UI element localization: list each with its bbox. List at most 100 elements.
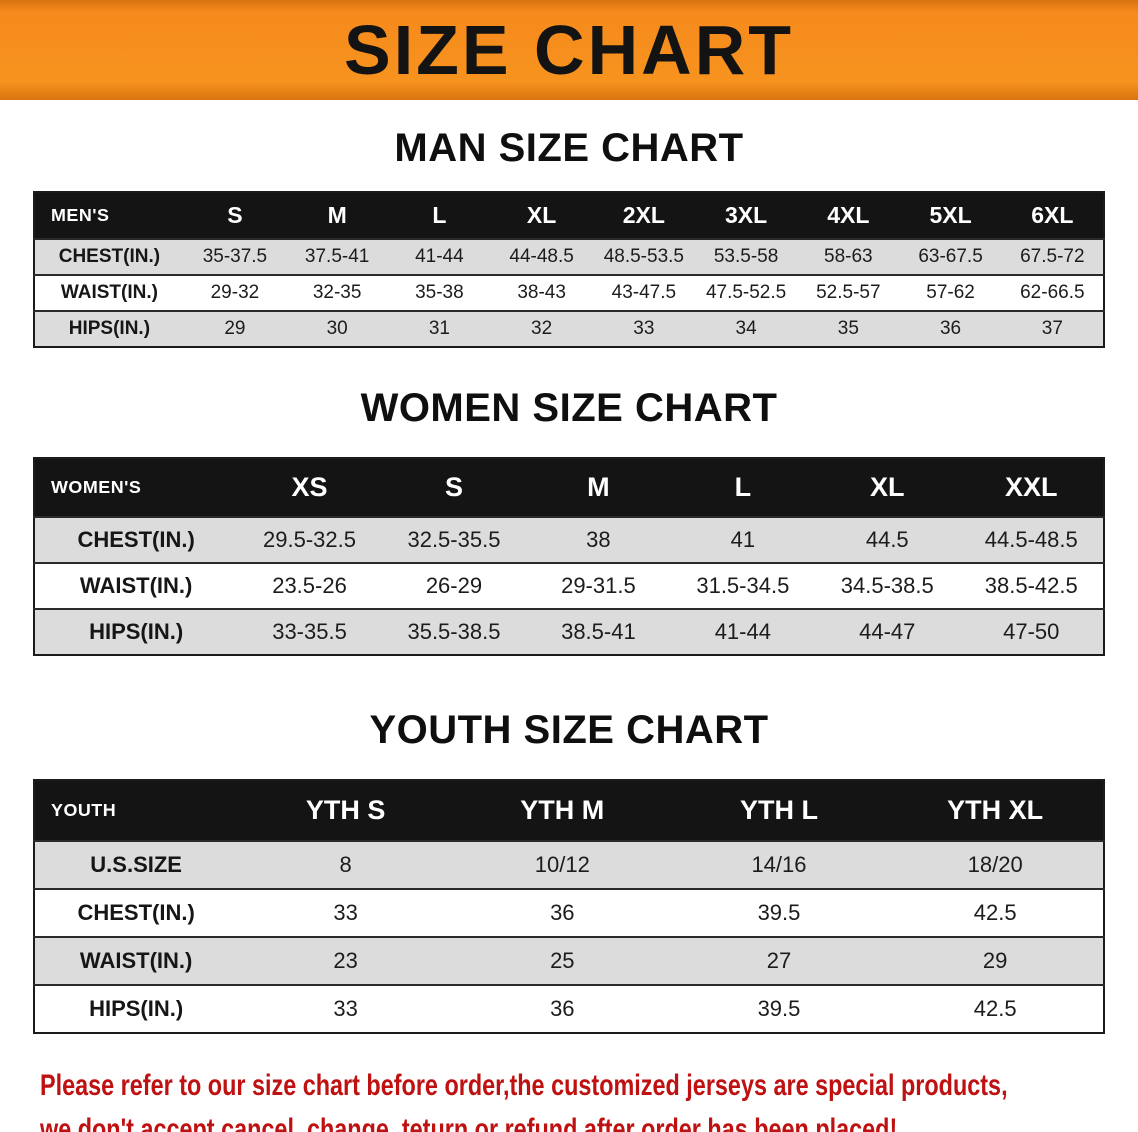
- table-cell: 33: [333, 996, 358, 1021]
- women-size-table: WOMEN'S XS S M L XL XXL CHEST(IN.) 29.5-32.5 32.5…: [33, 457, 1105, 656]
- table-cell: 23.5-26: [272, 573, 347, 598]
- table-cell: 38-43: [517, 282, 566, 303]
- table-cell: 36: [550, 900, 575, 925]
- column-header: YTH L: [670, 780, 888, 841]
- table-cell: 36: [550, 996, 575, 1021]
- table-row: WAIST(IN.) 23 25 27 29: [34, 937, 1104, 985]
- row-label: U.S.SIZE: [90, 852, 182, 877]
- footer-note-line-1: Please refer to our size chart before or…: [40, 1069, 1008, 1102]
- table-cell: 44-48.5: [509, 246, 574, 267]
- table-cell: 44.5: [865, 527, 909, 552]
- table-cell: 32: [531, 318, 553, 339]
- row-label: CHEST(IN.): [77, 527, 195, 552]
- table-cell: 10/12: [534, 852, 590, 877]
- column-header: M: [526, 458, 671, 517]
- table-header-row: MEN'S S M L XL 2XL 3XL 4XL 5XL 6XL: [34, 192, 1104, 239]
- table-cell: 38.5-42.5: [984, 573, 1078, 598]
- table-cell: 35.5-38.5: [407, 619, 501, 644]
- table-cell: 14/16: [751, 852, 807, 877]
- table-cell: 44-47: [859, 619, 916, 644]
- youth-size-table: YOUTH YTH S YTH M YTH L YTH XL U.S.SIZE 8 10/12…: [33, 779, 1105, 1034]
- women-size-section: WOMEN SIZE CHART WOMEN'S XS S M L XL XXL CHEST(…: [0, 386, 1138, 656]
- table-cell: 32-35: [312, 282, 362, 303]
- column-header: 5XL: [899, 192, 1002, 239]
- footer-note-line-2: we don't accept cancel, change, teturn o…: [40, 1113, 898, 1132]
- table-cell: 23: [333, 948, 358, 973]
- table-row: U.S.SIZE 8 10/12 14/16 18/20: [34, 841, 1104, 889]
- table-cell: 42.5: [973, 900, 1017, 925]
- table-cell: 43-47.5: [611, 282, 677, 303]
- column-header: S: [381, 458, 527, 517]
- page-title: SIZE CHART: [344, 11, 794, 89]
- column-header: XL: [490, 192, 593, 239]
- table-cell: 29-31.5: [561, 573, 636, 598]
- table-cell: 35-37.5: [202, 246, 268, 267]
- banner: SIZE CHART: [0, 0, 1138, 100]
- table-cell: 38.5-41: [561, 619, 636, 644]
- table-cell: 34.5-38.5: [840, 573, 934, 598]
- table-cell: 33-35.5: [272, 619, 347, 644]
- table-cell: 31.5-34.5: [696, 573, 790, 598]
- column-header: 6XL: [1001, 192, 1104, 239]
- table-cell: 8: [339, 852, 352, 877]
- men-size-section: MAN SIZE CHART MEN'S S M L XL 2XL 3XL 4XL 5XL 6XL…: [0, 126, 1138, 348]
- column-header: YTH M: [453, 780, 671, 841]
- column-header: XL: [815, 458, 960, 517]
- table-cell: 29: [224, 318, 246, 339]
- table-title-cell: WOMEN'S: [34, 458, 238, 517]
- column-header: YTH S: [237, 780, 454, 841]
- table-row: HIPS(IN.) 33 36 39.5 42.5: [34, 985, 1104, 1033]
- row-label: HIPS(IN.): [89, 996, 184, 1021]
- table-cell: 37.5-41: [304, 246, 370, 267]
- table-cell: 44.5-48.5: [984, 527, 1078, 552]
- table-cell: 33: [333, 900, 358, 925]
- youth-size-section: YOUTH SIZE CHART YOUTH YTH S YTH M YTH L YTH…: [0, 708, 1138, 1034]
- row-label: CHEST(IN.): [77, 900, 195, 925]
- row-label: HIPS(IN.): [89, 619, 184, 644]
- table-header-row: WOMEN'S XS S M L XL XXL: [34, 458, 1104, 517]
- table-cell: 39.5: [757, 900, 801, 925]
- table-header-row: YOUTH YTH S YTH M YTH L YTH XL: [34, 780, 1104, 841]
- table-cell: 29.5-32.5: [263, 527, 356, 552]
- table-cell: 25: [550, 948, 575, 973]
- column-header: M: [286, 192, 389, 239]
- table-cell: 41: [730, 527, 756, 552]
- table-cell: 52.5-57: [816, 282, 881, 303]
- table-cell: 58-63: [824, 246, 873, 267]
- table-cell: 33: [633, 318, 655, 339]
- footer-note: Please refer to our size chart before or…: [40, 1064, 1138, 1132]
- table-row: CHEST(IN.) 35-37.5 37.5-41 41-44 44-48.5 48.5…: [34, 239, 1104, 275]
- table-cell: 41-44: [714, 619, 771, 644]
- table-row: CHEST(IN.) 33 36 39.5 42.5: [34, 889, 1104, 937]
- women-section-heading: WOMEN SIZE CHART: [360, 386, 778, 430]
- table-cell: 36: [939, 318, 962, 339]
- table-cell: 42.5: [973, 996, 1017, 1021]
- table-cell: 62-66.5: [1020, 282, 1085, 303]
- table-cell: 57-62: [926, 282, 975, 303]
- row-label: WAIST(IN.): [60, 282, 158, 303]
- table-row: WAIST(IN.) 23.5-26 26-29 29-31.5 31.5-34.5 34…: [34, 563, 1104, 609]
- table-cell: 35: [837, 318, 859, 339]
- youth-section-heading: YOUTH SIZE CHART: [369, 708, 769, 752]
- row-label: WAIST(IN.): [79, 948, 193, 973]
- table-row: CHEST(IN.) 29.5-32.5 32.5-35.5 38 41 44.5 44.5…: [34, 517, 1104, 563]
- table-cell: 32.5-35.5: [407, 527, 501, 552]
- column-header: YTH XL: [887, 780, 1104, 841]
- column-header: 4XL: [797, 192, 900, 239]
- table-cell: 38: [586, 527, 611, 552]
- table-cell: 27: [766, 948, 792, 973]
- men-size-table: MEN'S S M L XL 2XL 3XL 4XL 5XL 6XL CHEST(IN.) 35-37…: [33, 191, 1105, 348]
- table-title-cell: YOUTH: [34, 780, 238, 841]
- row-label: HIPS(IN.): [68, 318, 151, 339]
- table-cell: 41-44: [415, 246, 464, 267]
- table-title-cell: MEN'S: [34, 192, 184, 239]
- column-header: S: [183, 192, 287, 239]
- table-cell: 31: [428, 318, 450, 339]
- table-cell: 29-32: [210, 282, 260, 303]
- table-cell: 37: [1041, 318, 1063, 339]
- table-cell: 30: [326, 318, 348, 339]
- table-cell: 67.5-72: [1020, 246, 1085, 267]
- table-cell: 53.5-58: [713, 246, 779, 267]
- table-cell: 63-67.5: [918, 246, 983, 267]
- column-header: XXL: [959, 458, 1104, 517]
